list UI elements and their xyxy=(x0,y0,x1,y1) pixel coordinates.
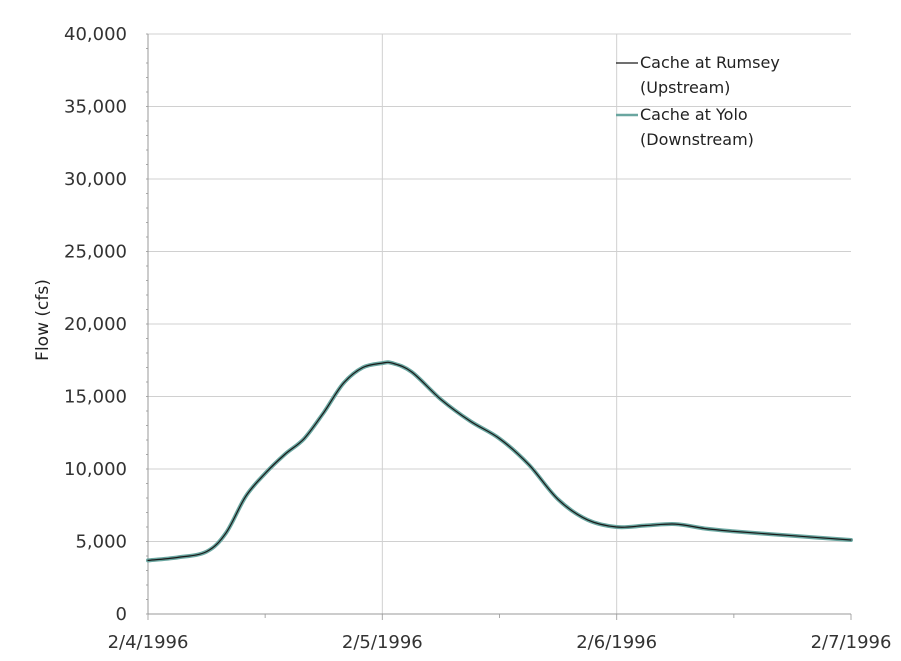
y-tick-label: 5,000 xyxy=(75,532,127,553)
y-tick-label: 20,000 xyxy=(64,314,127,335)
y-tick-label: 15,000 xyxy=(64,387,127,408)
series-line-cache-at-rumsey xyxy=(147,361,852,561)
legend-label-sub: (Downstream) xyxy=(640,130,754,149)
y-tick-label: 30,000 xyxy=(64,169,127,190)
horizontal-gridlines xyxy=(148,33,851,542)
legend-label: Cache at Yolo xyxy=(640,105,748,124)
y-tick-label: 0 xyxy=(116,604,127,625)
y-tick-label: 10,000 xyxy=(64,459,127,480)
legend-label: Cache at Rumsey xyxy=(640,53,780,72)
vertical-gridlines xyxy=(381,34,618,614)
x-tick-label: 2/5/1996 xyxy=(342,632,423,653)
y-tick-label: 25,000 xyxy=(64,242,127,263)
x-tick-labels: 2/4/1996 2/5/1996 2/6/1996 2/7/1996 xyxy=(108,632,892,653)
legend: Cache at Rumsey (Upstream) Cache at Yolo (D… xyxy=(616,53,780,149)
x-tick-label: 2/4/1996 xyxy=(108,632,189,653)
legend-label-sub: (Upstream) xyxy=(640,78,730,97)
y-axis-title: Flow (cfs) xyxy=(33,279,53,361)
y-tick-label: 40,000 xyxy=(64,24,127,45)
x-tick-label: 2/7/1996 xyxy=(811,632,892,653)
y-tick-label: 35,000 xyxy=(64,97,127,118)
y-tick-labels: 0 5,000 10,000 15,000 20,000 25,000 30,000 35,0… xyxy=(64,24,127,625)
x-tick-label: 2/6/1996 xyxy=(576,632,657,653)
series-lines xyxy=(146,360,853,563)
